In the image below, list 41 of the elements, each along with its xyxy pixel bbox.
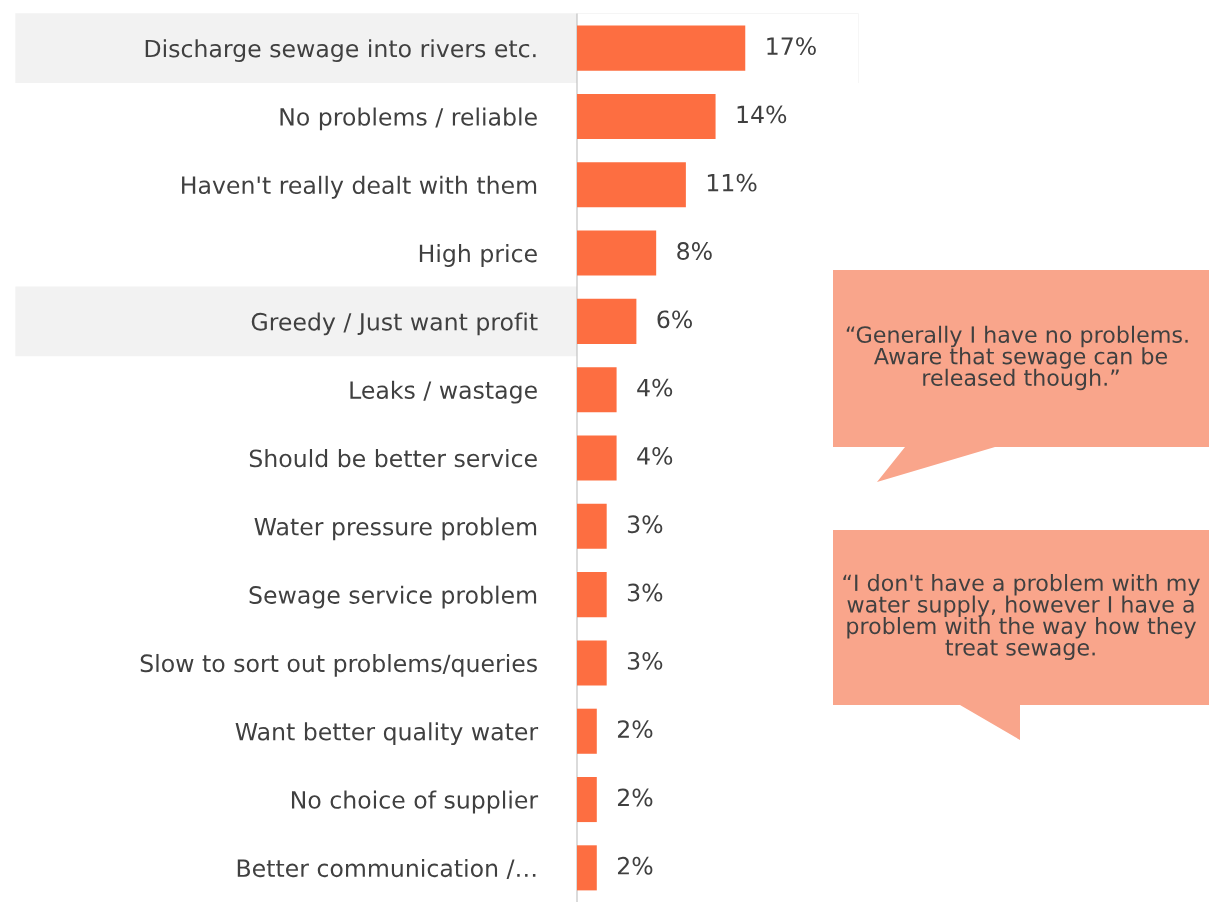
data-label: 3%: [627, 515, 663, 534]
bar: [577, 503, 607, 549]
data-label: 3%: [627, 583, 663, 602]
y-tick-label: Greedy / Just want profit: [251, 312, 538, 336]
data-label: 8%: [677, 242, 712, 260]
bar: [577, 298, 637, 344]
bar: [577, 230, 657, 276]
data-label: 4%: [637, 378, 673, 397]
bar: [577, 777, 597, 823]
y-tick-label: Should be better service: [249, 449, 537, 468]
data-label: 11%: [707, 173, 757, 192]
bar: [577, 572, 607, 618]
data-label: 4%: [637, 446, 673, 465]
y-tick-label: High price: [419, 244, 537, 267]
y-tick-label: Discharge sewage into rivers etc.: [145, 39, 536, 63]
bar: [577, 367, 617, 413]
y-tick-label: Slow to sort out problems/queries: [140, 653, 537, 677]
text: “Generally I have no problems. Aware that sewage can be released though.”: [846, 325, 1188, 391]
data-label: 3%: [627, 651, 663, 670]
y-tick-label: Water pressure problem: [254, 517, 537, 541]
y-tick-label: Sewage service problem: [249, 585, 537, 609]
y-tick-label: Better communication /…: [237, 858, 536, 880]
bar: [577, 25, 746, 71]
data-label: 14%: [737, 105, 787, 124]
bar: [577, 708, 597, 754]
data-label: 17%: [767, 37, 816, 55]
y-tick-label: Want better quality water: [235, 722, 539, 746]
bar: [577, 845, 597, 891]
data-label: 2%: [617, 720, 653, 739]
bar: [577, 435, 617, 481]
bar: [577, 93, 716, 139]
data-label: 2%: [617, 788, 653, 807]
y-tick-label: No choice of supplier: [291, 790, 539, 814]
y-tick-label: Leaks / wastage: [350, 380, 537, 404]
text: “I don't have a problem with my water supply, however I have a problem with the way how they treat sewage.: [843, 573, 1200, 661]
y-tick-label: Haven't really dealt with them: [182, 175, 537, 199]
data-label: 2%: [617, 856, 653, 875]
bar: [577, 162, 686, 208]
y-tick-label: No problems / reliable: [280, 107, 537, 131]
bar: [577, 640, 607, 686]
data-label: 6%: [657, 310, 692, 329]
